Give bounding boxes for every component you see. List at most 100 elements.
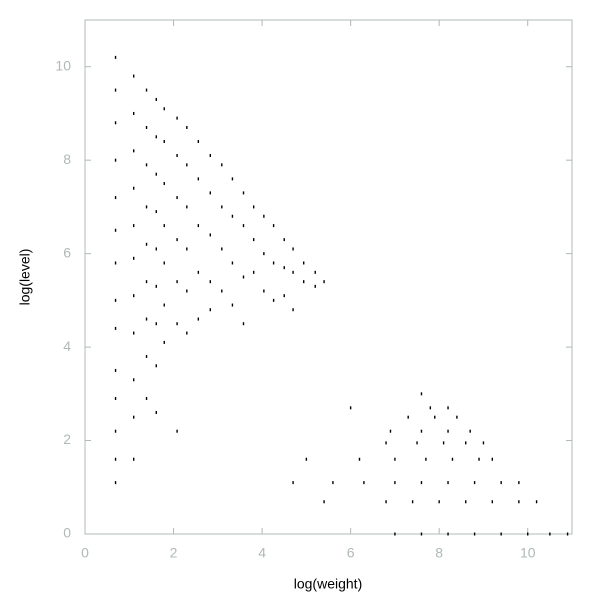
point (465, 441, 467, 445)
point (242, 322, 245, 326)
point (145, 163, 148, 167)
point (407, 415, 409, 419)
point (283, 294, 285, 298)
y-tick-label: 8 (63, 151, 71, 167)
point (176, 116, 178, 120)
point (283, 238, 285, 242)
point (133, 111, 135, 115)
point (425, 457, 427, 461)
point (314, 270, 316, 274)
point (323, 280, 325, 284)
point (263, 214, 265, 218)
point (292, 308, 294, 312)
point (252, 205, 255, 209)
x-tick-label: 0 (81, 545, 89, 561)
point (500, 532, 502, 536)
point (155, 135, 157, 139)
point (176, 154, 178, 158)
point (133, 256, 135, 260)
point (155, 411, 157, 415)
point (473, 481, 476, 485)
point (447, 481, 449, 485)
point (451, 457, 454, 461)
point (114, 298, 117, 302)
point (155, 284, 157, 288)
point (145, 396, 148, 400)
point (209, 154, 211, 158)
point (133, 74, 135, 78)
point (197, 177, 200, 181)
point (349, 406, 352, 410)
point (518, 481, 520, 485)
point (221, 163, 223, 167)
point (473, 532, 476, 536)
x-tick-label: 8 (435, 545, 443, 561)
point (209, 191, 211, 195)
point (263, 252, 265, 256)
point (155, 172, 157, 176)
point (491, 457, 494, 461)
point (429, 406, 432, 410)
point (394, 481, 396, 485)
point (478, 457, 480, 461)
point (263, 289, 265, 293)
point (114, 368, 117, 372)
point (145, 280, 148, 284)
y-tick-label: 6 (63, 244, 71, 260)
point (114, 121, 117, 125)
point (133, 331, 135, 335)
point (197, 139, 200, 143)
y-axis-label: log(level) (17, 249, 33, 306)
point (332, 481, 334, 485)
point (133, 378, 135, 382)
point (385, 500, 387, 504)
point (209, 308, 211, 312)
point (411, 500, 414, 504)
point (155, 364, 157, 368)
point (114, 228, 117, 232)
point (438, 500, 440, 504)
point (197, 317, 200, 321)
point (176, 238, 178, 242)
point (323, 500, 325, 504)
point (221, 289, 223, 293)
point (176, 322, 178, 326)
point (114, 396, 117, 400)
point (292, 247, 294, 251)
point (303, 261, 305, 265)
point (133, 149, 135, 153)
point (186, 125, 188, 129)
point (114, 261, 117, 265)
y-tick-label: 0 (63, 525, 71, 541)
point (303, 280, 305, 284)
point (272, 261, 275, 265)
point (186, 205, 188, 209)
point (242, 191, 245, 195)
point (231, 177, 234, 181)
point (209, 280, 211, 284)
y-tick-label: 10 (55, 57, 71, 73)
point (447, 532, 449, 536)
point (292, 481, 294, 485)
point (221, 205, 223, 209)
point (176, 196, 178, 200)
point (197, 224, 200, 228)
point (231, 214, 234, 218)
point (114, 55, 117, 59)
plot-frame (84, 19, 573, 535)
point (389, 429, 392, 433)
point (133, 457, 135, 461)
point (420, 532, 423, 536)
point (500, 481, 502, 485)
x-tick-label: 6 (347, 545, 355, 561)
point (114, 429, 117, 433)
point (358, 457, 361, 461)
point (176, 429, 178, 433)
point (363, 481, 365, 485)
point (394, 532, 396, 536)
point (385, 441, 387, 445)
point (456, 415, 458, 419)
y-tick-label: 2 (63, 431, 71, 447)
point (272, 298, 275, 302)
